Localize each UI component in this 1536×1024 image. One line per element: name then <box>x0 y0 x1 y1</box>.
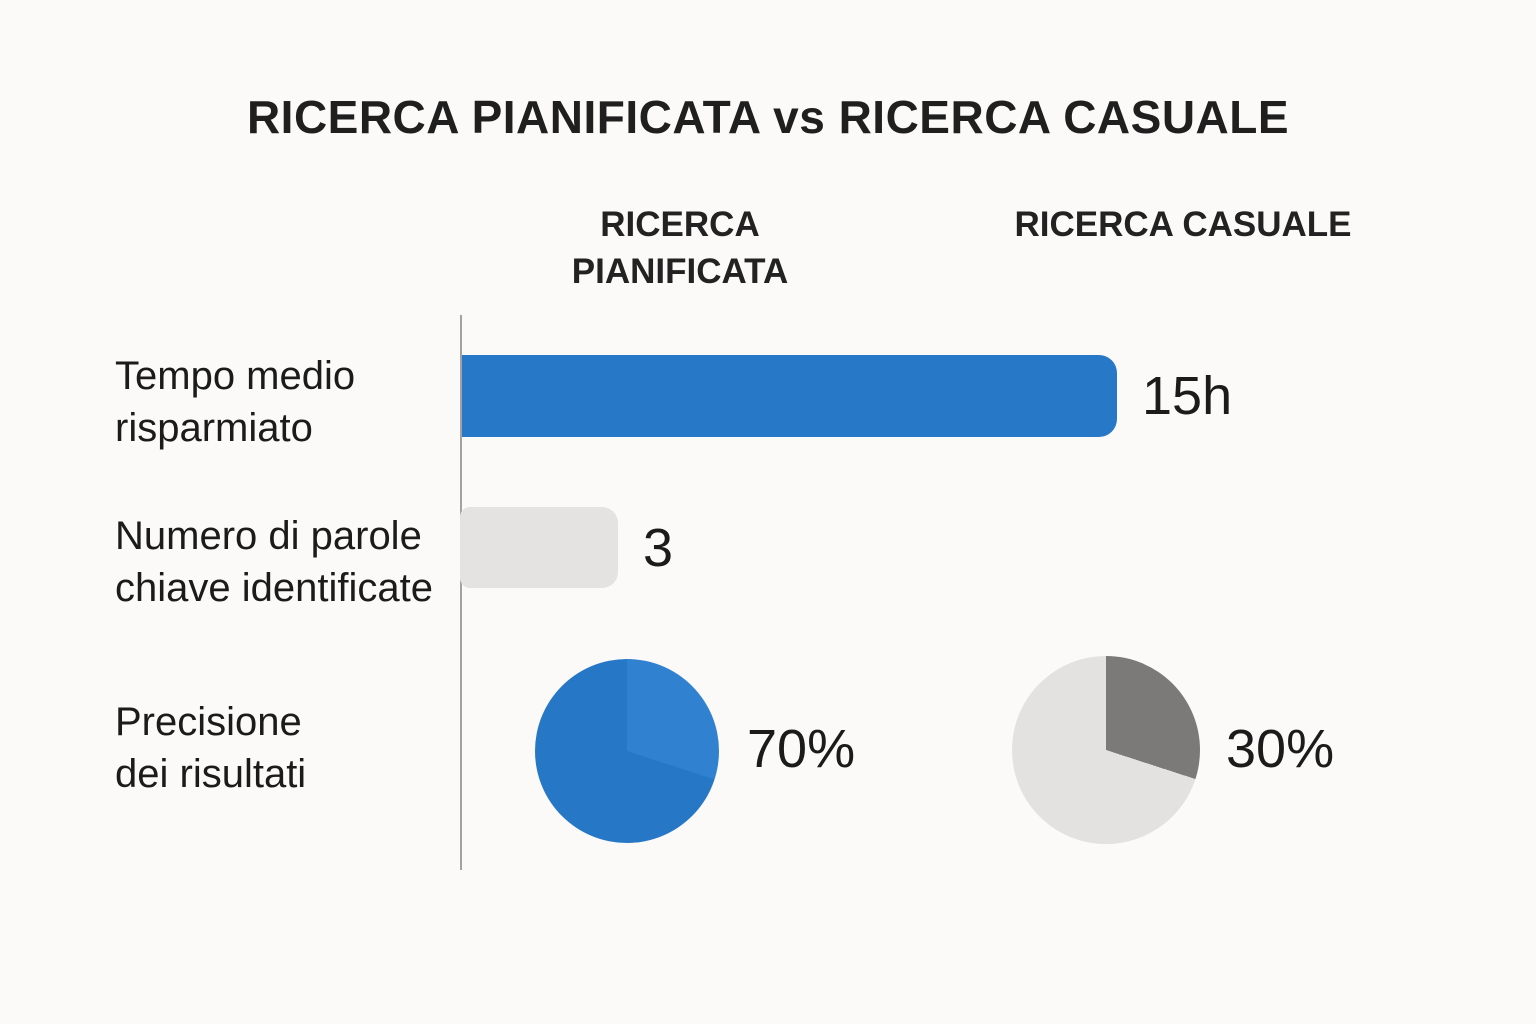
chart-title: RICERCA PIANIFICATA vs RICERCA CASUALE <box>246 91 1290 143</box>
column-header-ricerca-casuale: RICERCA CASUALE <box>1014 205 1352 244</box>
pie-chart-precisione-casuale <box>1012 656 1200 844</box>
bar-tempo-medio-risparmiato <box>462 355 1117 437</box>
value-label-parole-chiave: 3 <box>643 517 674 578</box>
row-label-precisione-risultati: Precisione dei risultati <box>115 700 307 796</box>
row-label-tempo-medio-risparmiato: Tempo medio risparmiato <box>115 354 356 450</box>
value-label-precisione-casuale: 30% <box>1226 719 1335 779</box>
value-label-precisione-pianificata: 70% <box>747 719 856 779</box>
column-header-ricerca-pianificata: RICERCA PIANIFICATA <box>571 205 789 291</box>
row-label-parole-chiave: Numero di parole chiave identificate <box>115 514 433 610</box>
bar-parole-chiave <box>460 507 618 588</box>
value-label-tempo-medio: 15h <box>1142 366 1233 426</box>
vertical-axis-line <box>460 315 462 870</box>
pie-chart-precisione-pianificata <box>535 659 719 843</box>
